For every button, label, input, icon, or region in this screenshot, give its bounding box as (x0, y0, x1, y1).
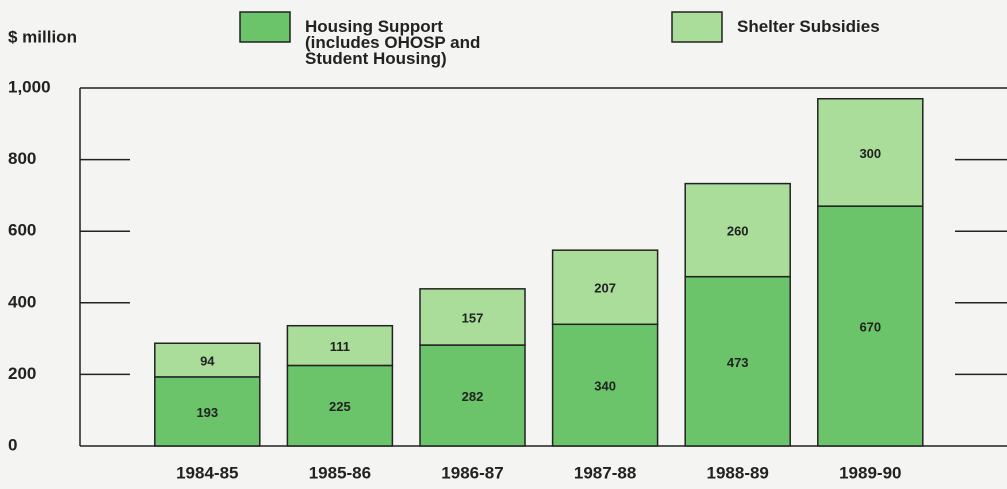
bar-segment (419, 344, 526, 447)
value-label: 94 (200, 354, 215, 369)
legend-label: Housing Support (includes OHOSP and Stud… (305, 17, 481, 68)
bar-segment (286, 364, 394, 447)
x-tick-label: 1984-85 (176, 463, 238, 482)
bar-segment (551, 249, 659, 326)
x-tick-label: 1988-89 (707, 463, 769, 482)
value-label: 670 (859, 320, 881, 335)
bar-segment (154, 376, 261, 447)
x-tick-label: 1987-88 (574, 463, 636, 482)
value-label: 207 (594, 281, 616, 296)
bar-segment (817, 205, 924, 447)
bar-segment (817, 97, 924, 207)
y-tick-label: 400 (8, 292, 36, 311)
bar-segment (684, 182, 791, 278)
value-label: 260 (727, 224, 749, 239)
value-label: 473 (727, 355, 749, 370)
y-tick-label: 0 (8, 435, 17, 454)
y-tick-label: 800 (8, 149, 36, 168)
bar-segment (154, 342, 261, 378)
value-label: 193 (196, 405, 218, 420)
value-label: 340 (594, 379, 616, 394)
y-tick-label: 600 (8, 221, 36, 240)
bar-segment (419, 288, 526, 346)
x-tick-label: 1989-90 (839, 463, 901, 482)
value-label: 225 (329, 399, 351, 414)
y-axis-label: $ million (8, 27, 77, 46)
x-tick-label: 1985-86 (309, 463, 371, 482)
legend-swatch (671, 11, 723, 43)
bar-segment (684, 275, 791, 447)
value-label: 300 (859, 146, 881, 161)
x-tick-label: 1986-87 (441, 463, 503, 482)
value-label: 157 (462, 310, 484, 325)
value-label: 282 (462, 389, 484, 404)
value-label: 111 (330, 339, 350, 354)
y-tick-label: 1,000 (8, 77, 51, 96)
bar-segment (286, 324, 394, 367)
y-tick-label: 200 (8, 364, 36, 383)
legend-swatch (239, 11, 291, 43)
legend-label: Shelter Subsidies (737, 17, 880, 36)
